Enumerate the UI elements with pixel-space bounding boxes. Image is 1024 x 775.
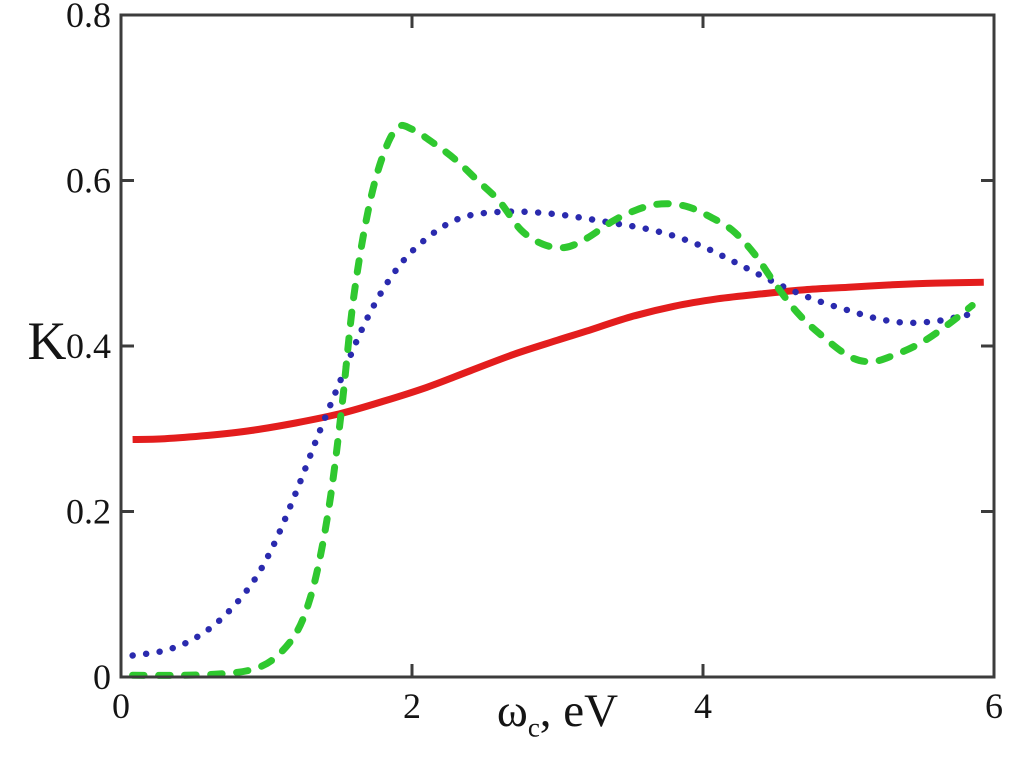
x-axis-title-subscript: c [527, 712, 540, 743]
plot-border [119, 13, 996, 679]
x-tick-label: 4 [694, 686, 712, 726]
series-green-dashed [129, 121, 976, 679]
x-tick-label: 2 [403, 686, 421, 726]
y-tick-label: 0.2 [66, 492, 111, 532]
series-blue-dotted [129, 208, 983, 659]
x-tick-label: 6 [985, 686, 1003, 726]
y-axis-title: K [27, 311, 67, 371]
series-red-solid [132, 278, 984, 443]
x-axis-title-omega: ω [496, 685, 528, 737]
x-axis-title-units: , eV [539, 685, 619, 737]
x-tick-label: 0 [112, 686, 130, 726]
y-tick-label: 0.6 [66, 161, 111, 201]
x-axis-title: ωc, eV [121, 685, 994, 741]
y-tick-label: 0 [93, 657, 111, 697]
y-tick-label: 0.4 [66, 326, 111, 366]
y-tick-label: 0.8 [66, 0, 111, 35]
